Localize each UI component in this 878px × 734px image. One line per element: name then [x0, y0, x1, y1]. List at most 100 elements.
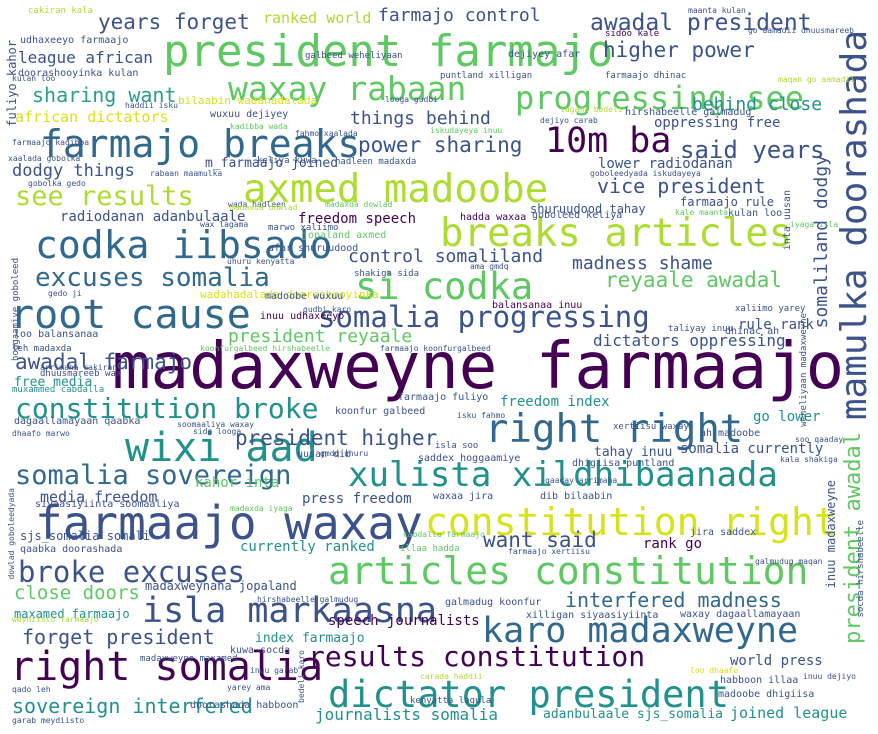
word: goboleed keliya [532, 210, 623, 221]
word: articles constitution [328, 549, 809, 593]
word: world press [730, 653, 823, 669]
word: awadal president [590, 10, 812, 36]
word: xilligan siyaasiyiinta [526, 610, 659, 621]
word: madoobe dhigiisa [718, 689, 815, 700]
word: madaxda iyaga [230, 504, 293, 513]
word: wadahadalada doorashooyinka [200, 288, 379, 301]
word: hadleen madaxda [335, 157, 417, 167]
word: radiodanan adanbulaale [60, 209, 246, 225]
word: galmadug koonfur [445, 597, 542, 608]
word: hirshabeelle galmadug [625, 107, 752, 118]
word: gobolka gedo [28, 179, 86, 188]
word: constitution right [425, 500, 837, 544]
word: years forget [98, 10, 250, 34]
word: dhinac ah [725, 326, 780, 337]
word: farmaajo koonfurgalbeed [380, 344, 491, 353]
word: index farmaajo [255, 631, 365, 646]
word: dodgy things [12, 161, 135, 181]
word: tahay inuu [594, 445, 673, 460]
word: bilaabin wadahadalada [178, 94, 318, 107]
word: uhuru kenyatta [227, 257, 295, 266]
word: go aamadii dhuusmareeb [748, 26, 854, 35]
word: isla markaasna [142, 591, 438, 631]
word: maanta kulan [688, 6, 746, 15]
word: somaliland dodgy [811, 155, 832, 329]
word: socda hirshabeelle [856, 520, 866, 618]
word: dictator president [328, 673, 729, 716]
word: league african [18, 48, 153, 67]
word: habboon illaa [720, 675, 799, 686]
word: doorashooyinka kulan [18, 68, 139, 79]
word: interfered madness [565, 588, 782, 612]
word: cakiran kala [28, 6, 94, 16]
word: madaxweynaha jopaland [145, 579, 297, 593]
word: looga gudbi [385, 95, 438, 104]
word: dejiyey afar [508, 49, 581, 60]
word: dhigiisa puntland [572, 458, 675, 469]
word: waxay rabaan [228, 69, 467, 108]
word: galbeed weheliyaan [305, 51, 403, 61]
word: galmudug maqan [755, 557, 823, 566]
word: garab meydiisto [12, 716, 85, 725]
word: kahor inta [195, 475, 280, 491]
word: fuliyo kahor [5, 40, 19, 127]
word: gudbi karo [303, 305, 352, 314]
word: ranked world [263, 9, 372, 27]
word: excuses somalia [35, 263, 270, 293]
word: media freedom [40, 488, 158, 506]
word: sida looga [193, 427, 242, 436]
word: cabdalla farmaajo [403, 530, 485, 539]
word: 10m ba [545, 121, 672, 161]
word: farmaajo xertiisu [508, 547, 590, 556]
word: saddex hoggaamiye [418, 453, 521, 464]
word: xulista xildhibaanada [348, 455, 778, 495]
word: iskudayeya inuu [430, 126, 503, 135]
word: leh madaxda [12, 344, 72, 354]
word: carada haddii [420, 672, 483, 681]
word: kulan loo [728, 208, 783, 219]
word: haddii isku [125, 101, 178, 110]
word: close doors [14, 582, 140, 604]
word: madoobe wuxuu [265, 291, 344, 302]
word: vice president [597, 174, 766, 198]
word: arrimaha cakiran [40, 363, 118, 372]
word: muxammed cabdalla [12, 385, 105, 395]
word: rabaan maamulka [150, 169, 223, 178]
word: mamulka doorashada [834, 30, 875, 421]
word: xaliimo yarey [735, 304, 806, 314]
word: illaa hadda [400, 544, 460, 554]
word: african dictators [15, 108, 169, 126]
word: uusan dib [297, 449, 352, 460]
word: kala shakiga [780, 455, 838, 464]
word: broke excuses [18, 555, 245, 589]
word: shuruudood tahay [530, 202, 646, 216]
word: soomaaliya waxay [177, 420, 255, 429]
word: freedom index [500, 394, 610, 410]
word: joined league [730, 704, 848, 722]
word: codka iibsado [35, 223, 333, 267]
word: results constitution [308, 640, 646, 673]
word: maqan go aamadii [778, 75, 856, 84]
word: see results [15, 181, 194, 212]
word: waxaa jira [433, 491, 494, 502]
word: dib bilaabin [540, 491, 613, 502]
word: madness shame [572, 253, 713, 274]
word: president higher [235, 426, 438, 450]
word: president reyaale [228, 326, 413, 347]
word: ah madoobe [700, 428, 761, 439]
word: hirshabeelle galmudug [257, 595, 359, 604]
word: dejiyo carab [540, 116, 598, 125]
word: iyaga isla [790, 220, 839, 229]
word: oppressing free [654, 115, 781, 131]
word: kenyatta lagula [410, 696, 492, 706]
word: control somaliland [348, 246, 544, 267]
word: right right [485, 407, 744, 452]
word: udhaxeeyo farmaajo [20, 35, 129, 46]
word: jira saddex [690, 527, 757, 538]
word: bedeli karo [297, 650, 306, 703]
word: reyaale awadal [605, 268, 783, 292]
word: currently ranked [240, 539, 375, 555]
word: kulan loo [12, 74, 56, 83]
word: things behind [350, 108, 491, 129]
